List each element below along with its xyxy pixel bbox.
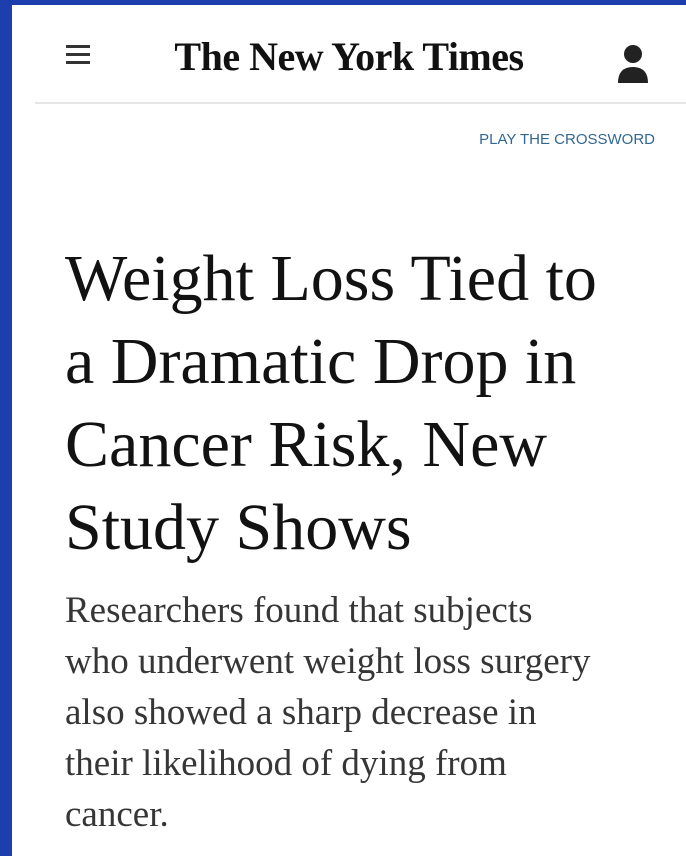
summary-line: also showed a sharp decrease in: [65, 692, 537, 733]
divider: [35, 102, 686, 104]
screen: The New York Times PLAY THE CROSSWORD We…: [12, 5, 686, 856]
summary-line: cancer.: [65, 794, 169, 835]
summary-line: Researchers found that subjects: [65, 590, 533, 631]
summary-line: who underwent weight loss surgery: [65, 641, 591, 682]
headline-line: a Dramatic Drop in: [65, 325, 577, 398]
crossword-link[interactable]: PLAY THE CROSSWORD: [479, 131, 655, 148]
summary: Researchers found that subjects who under…: [65, 585, 590, 840]
headline: Weight Loss Tied to a Dramatic Drop in Can…: [65, 237, 597, 569]
logo[interactable]: The New York Times: [174, 34, 524, 79]
account-icon[interactable]: [616, 43, 650, 87]
headline-line: Study Shows: [65, 491, 412, 564]
menu-button[interactable]: [66, 45, 90, 67]
headline-line: Cancer Risk, New: [65, 408, 548, 481]
headline-line: Weight Loss Tied to: [65, 242, 597, 315]
summary-line: their likelihood of dying from: [65, 743, 507, 784]
